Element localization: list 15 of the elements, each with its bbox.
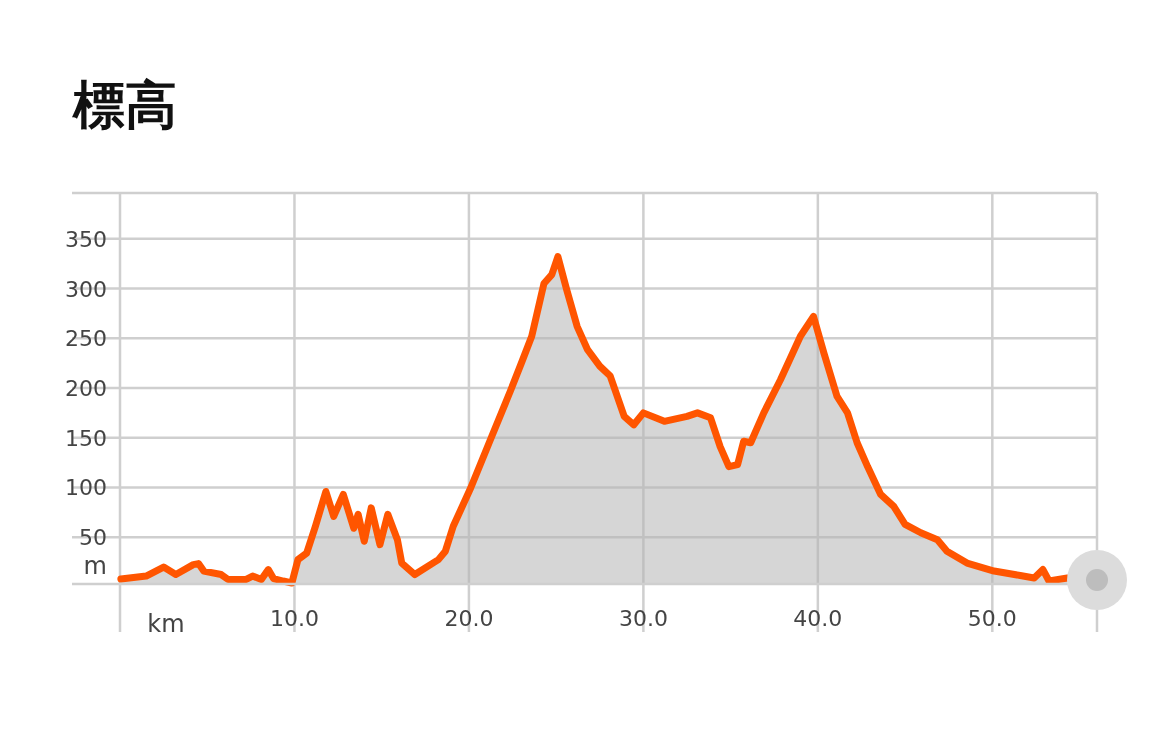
y-tick-label: 200 xyxy=(65,376,107,401)
y-tick-label: 150 xyxy=(65,425,107,451)
x-axis-title: km xyxy=(147,610,185,638)
x-tick-label: 40.0 xyxy=(793,606,843,631)
y-tick-label: 250 xyxy=(65,326,107,352)
x-tick-label: 30.0 xyxy=(618,606,668,631)
y-tick-label: 50 xyxy=(79,525,107,551)
x-tick-label: 10.0 xyxy=(269,606,319,631)
y-tick-label: 350 xyxy=(65,226,107,252)
x-tick-label: 50.0 xyxy=(967,606,1017,631)
y-tick-label: 100 xyxy=(65,475,107,501)
x-tick-label: 20.0 xyxy=(444,606,494,631)
y-axis-title: m xyxy=(83,552,107,580)
y-tick-label: 300 xyxy=(65,276,107,302)
chart-title: 標高 xyxy=(71,75,177,135)
